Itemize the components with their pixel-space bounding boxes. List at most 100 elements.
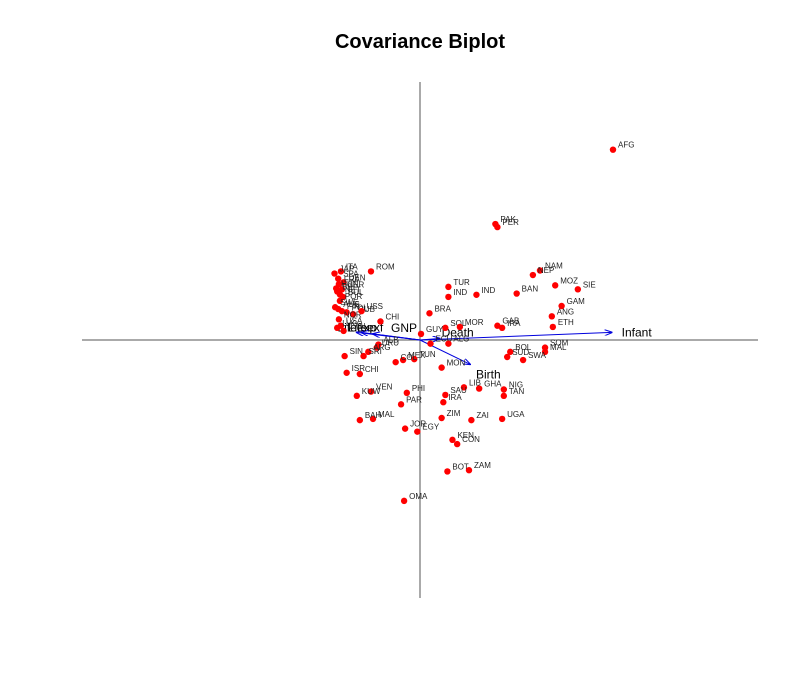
point-label-ang: ANG xyxy=(557,307,574,316)
point-label-net: NET xyxy=(345,285,361,294)
point-label-sol: SOL xyxy=(450,319,467,328)
point-label-col: COL xyxy=(401,353,418,362)
point-mal xyxy=(541,348,549,356)
point-label-nam: NAM xyxy=(545,261,563,270)
point-label-tun: TUN xyxy=(419,350,436,359)
point-label-rom: ROM xyxy=(376,262,395,271)
point-ang xyxy=(548,313,556,320)
point-label-lib: LIB xyxy=(469,378,481,387)
point-nam xyxy=(536,267,544,274)
point-label-moz: MOZ xyxy=(560,276,578,285)
point-label-mal: MAL xyxy=(378,410,395,419)
point-label-eth: ETH xyxy=(558,318,574,327)
point-label-bel: BEL xyxy=(342,282,358,291)
point-sau xyxy=(442,391,449,399)
point-label-oma: OMA xyxy=(409,492,428,501)
point-jor xyxy=(401,425,409,432)
arrow-label-death: Death xyxy=(442,325,474,339)
point-label-ind: IND xyxy=(481,286,495,295)
point-label-bul: BUL xyxy=(348,288,364,297)
point-sud xyxy=(504,353,511,361)
point-label-arg: ARG xyxy=(373,343,390,352)
point-col xyxy=(392,358,399,366)
point-label-uss: USS xyxy=(367,302,383,311)
point-label-zim: ZIM xyxy=(447,409,461,418)
point-ind xyxy=(473,291,480,298)
point-ecu xyxy=(427,340,434,347)
point-pol xyxy=(343,309,350,316)
point-label-ecu: ECU xyxy=(435,335,452,344)
point-arg xyxy=(365,348,372,356)
point-label-can: CAN xyxy=(349,322,366,331)
point-ken xyxy=(449,436,456,444)
point-label-bol: BOL xyxy=(515,343,532,352)
point-label-gam: GAM xyxy=(567,297,586,306)
point-label-ind: IND xyxy=(453,288,467,297)
point-can xyxy=(340,327,347,335)
point-label-sin: SIN xyxy=(350,347,364,356)
point-label-ban: BAN xyxy=(522,285,539,294)
point-label-sie: SIE xyxy=(583,280,596,289)
point-mor xyxy=(456,323,464,331)
point-bah xyxy=(356,416,364,424)
point-label-ita: ITA xyxy=(346,262,359,271)
point-label-jor: JOR xyxy=(410,420,426,429)
point-bol xyxy=(507,348,514,356)
point-zai xyxy=(468,416,475,424)
point-mal xyxy=(369,415,377,423)
point-label-sud: SUD xyxy=(512,348,529,357)
point-label-afg: AFG xyxy=(618,141,634,150)
arrow-label-gnp: GNP xyxy=(391,321,417,335)
point-label-nep: NEP xyxy=(538,266,554,275)
point-label-guy: GUY xyxy=(426,325,444,334)
point-label-egy: EGY xyxy=(422,423,440,432)
point-label-con: CON xyxy=(462,435,480,444)
point-label-isr: ISR xyxy=(352,364,366,373)
point-tan xyxy=(500,392,508,400)
point-sin xyxy=(341,352,348,360)
point-label-usa: USA xyxy=(346,317,363,326)
point-label-zai: ZAI xyxy=(476,411,488,420)
point-tun xyxy=(411,355,418,363)
point-label-ken: KEN xyxy=(457,431,474,440)
point-label-tur: TUR xyxy=(453,278,470,287)
point-label-spa: SPA xyxy=(343,270,359,279)
point-label-chi: CHI xyxy=(385,312,399,321)
point-moz xyxy=(552,282,559,289)
point-oma xyxy=(400,497,408,505)
point-egy xyxy=(414,428,421,435)
point-ven xyxy=(367,388,375,395)
point-spa xyxy=(335,275,342,282)
point-label-mal: MAL xyxy=(550,343,567,352)
point-label-ira: IRA xyxy=(448,393,462,402)
point-nig xyxy=(500,386,508,393)
point-label-swa: SWA xyxy=(528,351,547,360)
point-label-mon: MON xyxy=(447,359,466,368)
point-label-alg: ALG xyxy=(453,335,469,344)
point-afg xyxy=(609,146,617,153)
point-uga xyxy=(498,415,506,423)
point-sie xyxy=(574,286,582,293)
point-label-bra: BRA xyxy=(434,304,451,313)
point-sri xyxy=(360,352,367,360)
point-label-som: SOM xyxy=(550,339,569,348)
point-nep xyxy=(529,271,537,279)
point-label-fin: FIN xyxy=(347,302,360,311)
point-label-sau: SAU xyxy=(450,386,467,395)
point-label-pol: POL xyxy=(352,303,369,312)
point-label-den: DEN xyxy=(349,273,366,282)
point-por xyxy=(336,297,344,305)
point-ind xyxy=(445,293,452,301)
point-rom xyxy=(367,268,375,275)
point-ita xyxy=(337,268,345,275)
point-kuw xyxy=(353,392,360,400)
arrow-lifeexf xyxy=(362,332,421,341)
arrow-label-lifeexf: Lifeexf xyxy=(348,320,384,334)
point-lib xyxy=(460,384,468,391)
point-alg xyxy=(445,340,452,347)
point-label-ira: IRA xyxy=(507,319,521,328)
point-gam xyxy=(558,302,565,310)
